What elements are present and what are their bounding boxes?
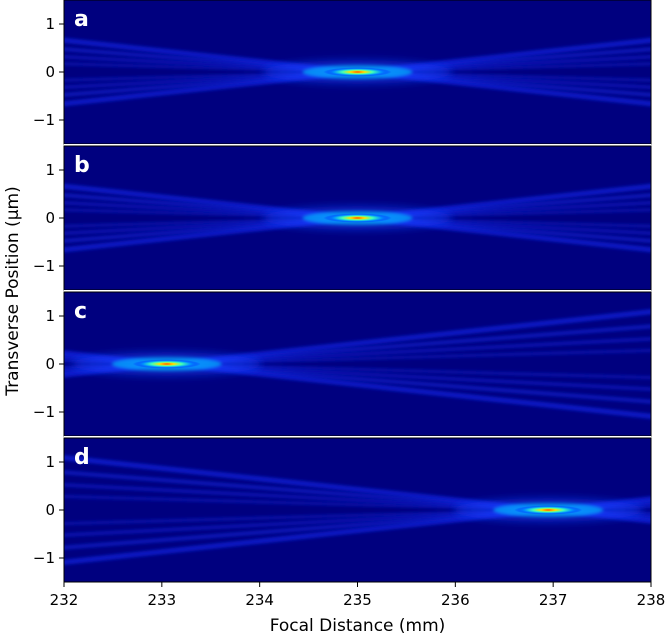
panel-separator xyxy=(64,144,651,146)
x-tick-label: 235 xyxy=(343,591,372,609)
y-tick-label: 1 xyxy=(45,307,55,325)
panel-label-d: d xyxy=(74,445,90,470)
panels-layer: a 1 0 −1 b 1 0 −1 c 1 0 −1 d 1 0 −1 xyxy=(33,0,652,583)
x-axis-label: Focal Distance (mm) xyxy=(270,616,446,636)
focal-spot-c xyxy=(132,359,201,369)
focal-spot-d xyxy=(514,505,583,515)
y-tick-label: 0 xyxy=(45,209,55,227)
beam-envelope xyxy=(64,455,651,565)
y-tick-label: −1 xyxy=(33,111,55,129)
panel-separator xyxy=(64,436,651,438)
panel-b: b 1 0 −1 xyxy=(33,145,652,292)
panel-d: d 1 0 −1 xyxy=(33,437,652,583)
beam-envelope xyxy=(64,183,651,253)
y-tick-label: 1 xyxy=(45,15,55,33)
x-tick-label: 236 xyxy=(441,591,470,609)
panel-c: c 1 0 −1 xyxy=(33,291,652,438)
x-tick-label: 238 xyxy=(637,591,666,609)
panel-a: a 1 0 −1 xyxy=(33,0,652,146)
panel-separator xyxy=(64,290,651,292)
beam-envelope xyxy=(64,309,651,419)
panel-label-c: c xyxy=(74,299,87,324)
y-tick-label: −1 xyxy=(33,403,55,421)
y-tick-label: 0 xyxy=(45,501,55,519)
focal-spot-b xyxy=(323,213,392,223)
y-tick-label: 0 xyxy=(45,63,55,81)
y-tick-label: −1 xyxy=(33,549,55,567)
focal-spot-a xyxy=(323,67,392,77)
y-tick-label: −1 xyxy=(33,257,55,275)
y-tick-label: 1 xyxy=(45,453,55,471)
y-tick-label: 1 xyxy=(45,161,55,179)
beam-envelope xyxy=(64,37,651,107)
y-axis-label: Transverse Position (μm) xyxy=(3,186,23,396)
panel-label-a: a xyxy=(74,7,89,32)
x-tick-label: 237 xyxy=(539,591,568,609)
x-tick-label: 234 xyxy=(245,591,274,609)
panel-label-b: b xyxy=(74,153,90,178)
x-tick-label: 232 xyxy=(50,591,79,609)
x-axis: 232 233 234 235 236 237 238 xyxy=(50,582,666,609)
x-tick-label: 233 xyxy=(148,591,177,609)
y-tick-label: 0 xyxy=(45,355,55,373)
